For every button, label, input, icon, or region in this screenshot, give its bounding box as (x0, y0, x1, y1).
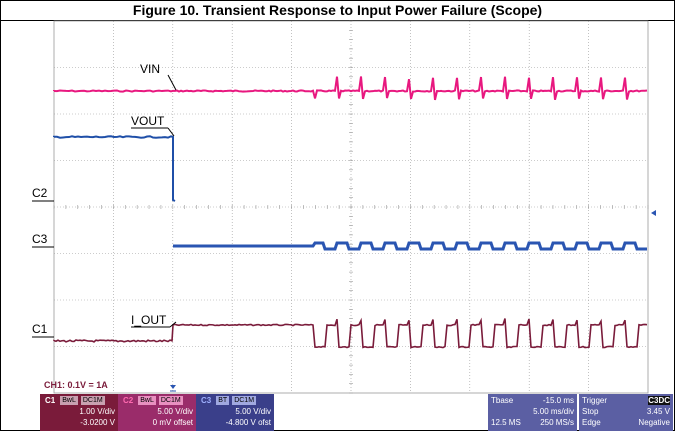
channel-c2-bw-badge: BwL (138, 396, 156, 405)
timebase-delay: -15.0 ms (542, 396, 574, 405)
trigger-level-icon (651, 210, 656, 216)
vin-label: VIN (140, 62, 160, 76)
title-rule (0, 20, 675, 21)
trigger-level: 3.45 V (646, 407, 670, 416)
timebase-rate: 250 MS/s (540, 418, 574, 427)
graticule-border (53, 20, 649, 394)
vout-label: VOUT (131, 114, 165, 128)
channel-c2-panel[interactable]: C2 BwL DC1M 5.00 V/div 0 mV offset (118, 394, 196, 431)
scale-note: CH1: 0.1V = 1A (44, 380, 108, 390)
c1-marker: C1 (32, 322, 48, 336)
timebase-label: Tbase (491, 396, 514, 405)
channel-c3-vdiv: 5.00 V/div (235, 407, 271, 416)
channel-c3-coupling-badge: DC1M (232, 396, 257, 405)
vin-trace (53, 76, 648, 101)
figure-title: Figure 10. Transient Response to Input P… (132, 2, 543, 18)
vout-pointer (167, 127, 175, 137)
trigger-mode: Stop (582, 407, 599, 416)
iout-pointer (169, 321, 177, 328)
channel-c2-tag: C2 (123, 396, 134, 405)
channel-c3-panel[interactable]: C3 BT DC1M 5.00 V/div -4.800 V ofst (196, 394, 274, 431)
channel-c1-panel[interactable]: C1 BwL DC1M 1.00 V/div -3.0200 V (40, 394, 118, 431)
c3-marker: C3 (32, 232, 48, 246)
channel-c1-vdiv: 1.00 V/div (79, 407, 115, 416)
timebase-panel[interactable]: Tbase -15.0 ms 5.00 ms/div 12.5 MS 250 MS/… (488, 394, 577, 431)
channel-c3-offset: -4.800 V ofst (225, 418, 271, 427)
channel-c3-bw-badge: BT (216, 396, 230, 405)
channel-c1-offset: -3.0200 V (80, 418, 115, 427)
trigger-type: Edge (582, 418, 601, 427)
trigger-label: Trigger (582, 396, 608, 405)
vout-trace (53, 135, 176, 202)
channel-c3-tag: C3 (201, 396, 212, 405)
timebase-samples: 12.5 MS (491, 418, 521, 427)
channel-c1-bw-badge: BwL (60, 396, 78, 405)
iout-label: I_OUT (131, 313, 167, 327)
c2-marker: C2 (32, 186, 48, 200)
channel-c2-offset: 0 mV offset (152, 418, 193, 427)
trigger-position-icon (170, 385, 176, 389)
trigger-panel[interactable]: Trigger C3DC Stop 3.45 V Edge Negative (579, 394, 673, 431)
channel-c1-tag: C1 (45, 396, 56, 405)
iout-trace (53, 317, 648, 349)
trigger-slope: Negative (638, 418, 670, 427)
trigger-coupling-badge: DC (658, 396, 670, 405)
trigger-source-badge: C3 (648, 396, 659, 405)
channel-c2-vdiv: 5.00 V/div (157, 407, 193, 416)
channel-c1-coupling-badge: DC1M (80, 396, 105, 405)
vin-pointer (167, 74, 177, 91)
timebase-tdiv: 5.00 ms/div (533, 407, 574, 416)
ch3-trace (173, 241, 647, 251)
channel-c2-coupling-badge: DC1M (158, 396, 183, 405)
